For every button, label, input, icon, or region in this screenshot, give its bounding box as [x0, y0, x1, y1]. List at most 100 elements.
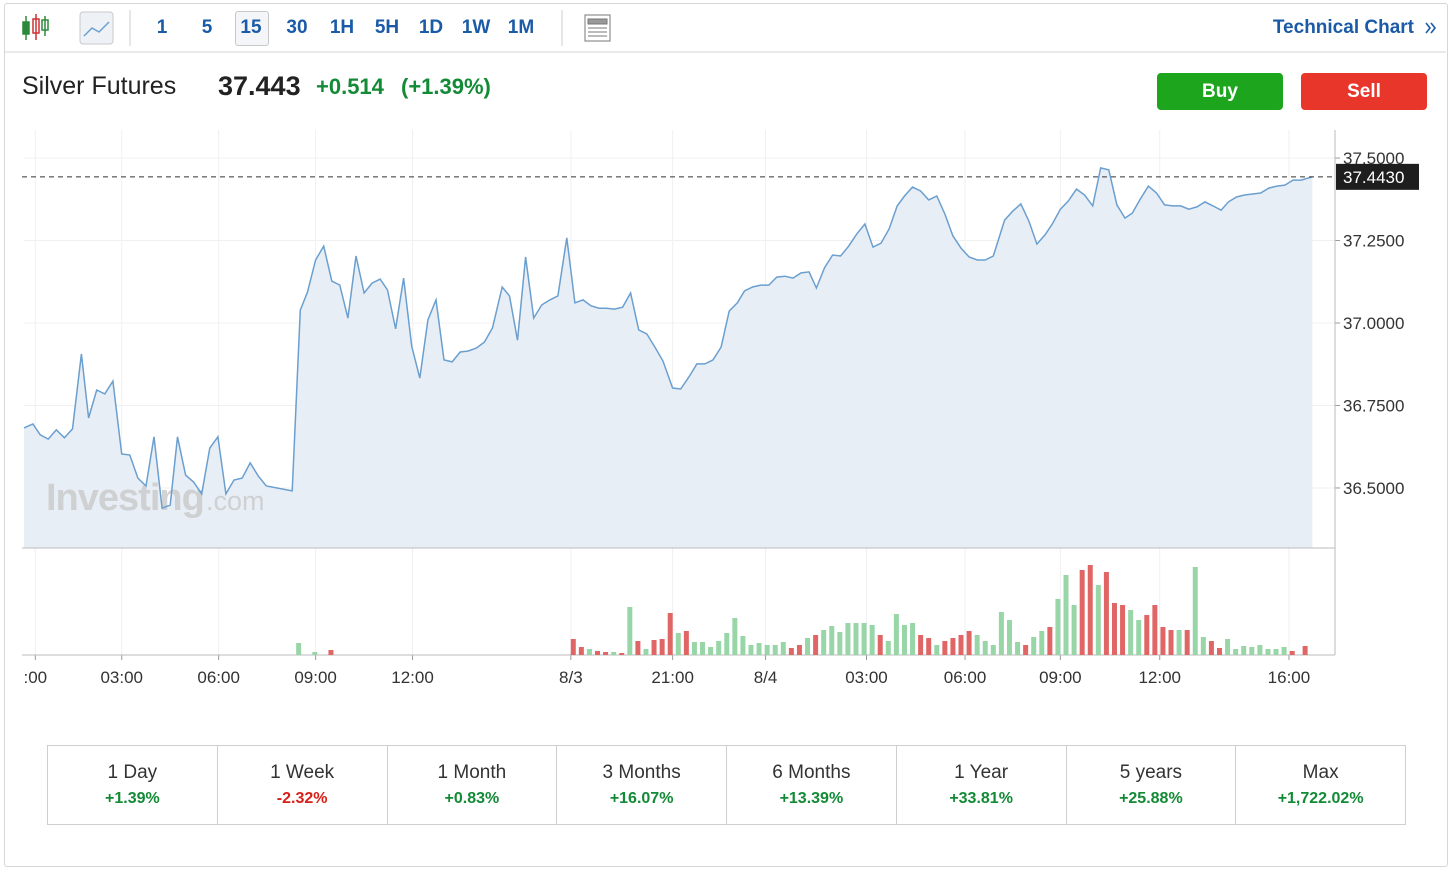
volume-bar: [893, 614, 899, 655]
volume-bar: [1111, 603, 1117, 655]
period-label: 1 Day: [107, 762, 158, 783]
last-price-box: [1336, 163, 1419, 190]
volume-bar: [675, 633, 681, 655]
y-tick-label: 36.5000: [1343, 479, 1404, 498]
volume-bar: [611, 652, 617, 655]
interval-button[interactable]: 5H: [374, 17, 400, 38]
frame: [4, 3, 1448, 867]
volume-bar: [1289, 651, 1295, 655]
interval-button[interactable]: 1W: [461, 17, 491, 38]
performance-cell[interactable]: 1 Week -2.32%: [218, 746, 388, 824]
volume-bar: [901, 625, 907, 655]
interval-button[interactable]: 5: [201, 17, 213, 38]
volume-bar: [732, 618, 738, 655]
volume-bar: [813, 635, 819, 655]
change: +0.514: [316, 74, 384, 99]
interval-button[interactable]: 15: [240, 17, 262, 38]
interval-button[interactable]: 1: [156, 17, 168, 38]
volume-bar: [740, 636, 746, 655]
volume-bar: [958, 635, 964, 655]
volume-bar: [966, 631, 972, 655]
volume-bar: [1128, 610, 1134, 655]
performance-cell[interactable]: 1 Year +33.81%: [897, 746, 1067, 824]
volume-bar: [990, 645, 996, 655]
volume-bar: [667, 613, 673, 655]
volume-bar: [756, 643, 762, 655]
watermark-brand: Investing: [46, 477, 204, 519]
volume-bar: [845, 623, 851, 655]
volume-bar: [1144, 615, 1150, 655]
volume-bar: [748, 645, 754, 655]
performance-cell[interactable]: 3 Months +16.07%: [557, 746, 727, 824]
volume-bar: [998, 612, 1004, 655]
volume-bar: [1192, 567, 1198, 655]
period-change: +25.88%: [1119, 790, 1183, 807]
performance-cell[interactable]: 6 Months +13.39%: [727, 746, 897, 824]
volume-bar: [1208, 641, 1214, 655]
volume-bar: [934, 645, 940, 655]
buy-button[interactable]: Buy: [1157, 73, 1283, 110]
volume-bar: [780, 642, 786, 655]
volume-bar: [1055, 599, 1061, 655]
volume-bar: [1095, 585, 1101, 655]
volume-bar: [1200, 637, 1206, 655]
volume-bar: [627, 607, 633, 655]
watermark-suffix: .com: [206, 486, 265, 516]
volume-bar: [1039, 631, 1045, 655]
interval-button[interactable]: 1M: [507, 17, 535, 38]
volume-bar: [1015, 642, 1021, 655]
volume-bar: [926, 638, 932, 655]
performance-cell[interactable]: Max +1,722.02%: [1236, 746, 1405, 824]
volume-bar: [1047, 627, 1053, 655]
volume-bar: [1063, 575, 1069, 655]
volume-bar: [1302, 646, 1308, 655]
volume-bar: [1031, 637, 1037, 655]
volume-bar: [578, 647, 584, 655]
technical-chart-link[interactable]: Technical Chart: [1272, 17, 1414, 38]
price-area: [24, 167, 1313, 548]
volume-bar: [1160, 627, 1166, 655]
volume-bar: [837, 632, 843, 655]
volume-bar: [619, 653, 625, 655]
volume-bar: [1006, 620, 1012, 655]
active-interval-box: [235, 11, 269, 46]
period-label: 6 Months: [772, 762, 851, 783]
price: 37.443: [218, 71, 301, 101]
interval-button[interactable]: 30: [286, 17, 308, 38]
layout-icon[interactable]: [584, 14, 611, 42]
y-tick-label: 37.0000: [1343, 314, 1404, 333]
volume-bar: [764, 645, 770, 655]
volume-bar: [570, 639, 576, 655]
volume-bar: [829, 626, 835, 655]
x-tick-label: 16:00: [1268, 668, 1311, 687]
volume-bar: [1176, 630, 1182, 655]
interval-button[interactable]: 1D: [418, 17, 444, 38]
volume-bar: [1216, 648, 1222, 655]
candle-icon[interactable]: [22, 14, 49, 40]
x-tick-label: 03:00: [100, 668, 143, 687]
x-tick-label: 06:00: [197, 668, 240, 687]
volume-bar: [1152, 605, 1158, 655]
volume-bar: [918, 635, 924, 655]
performance-cell[interactable]: 5 years +25.88%: [1067, 746, 1237, 824]
volume-bar: [595, 651, 601, 655]
volume-bar: [312, 652, 318, 655]
interval-button[interactable]: 1H: [329, 17, 355, 38]
x-tick-label: :00: [23, 668, 47, 687]
volume-bar: [821, 630, 827, 655]
period-label: 1 Year: [954, 762, 1009, 783]
period-label: Max: [1302, 762, 1339, 783]
period-label: 3 Months: [602, 762, 681, 783]
area-icon[interactable]: [79, 11, 114, 45]
sell-button[interactable]: Sell: [1301, 73, 1427, 110]
period-label: 5 years: [1119, 762, 1183, 783]
volume-bar: [586, 649, 592, 655]
volume-bar: [1103, 572, 1109, 655]
x-tick-label: 03:00: [845, 668, 888, 687]
volume-bar: [982, 641, 988, 655]
period-change: +1.39%: [105, 790, 160, 807]
volume-bar: [635, 641, 641, 655]
performance-cell[interactable]: 1 Month +0.83%: [388, 746, 558, 824]
performance-cell[interactable]: 1 Day +1.39%: [48, 746, 218, 824]
